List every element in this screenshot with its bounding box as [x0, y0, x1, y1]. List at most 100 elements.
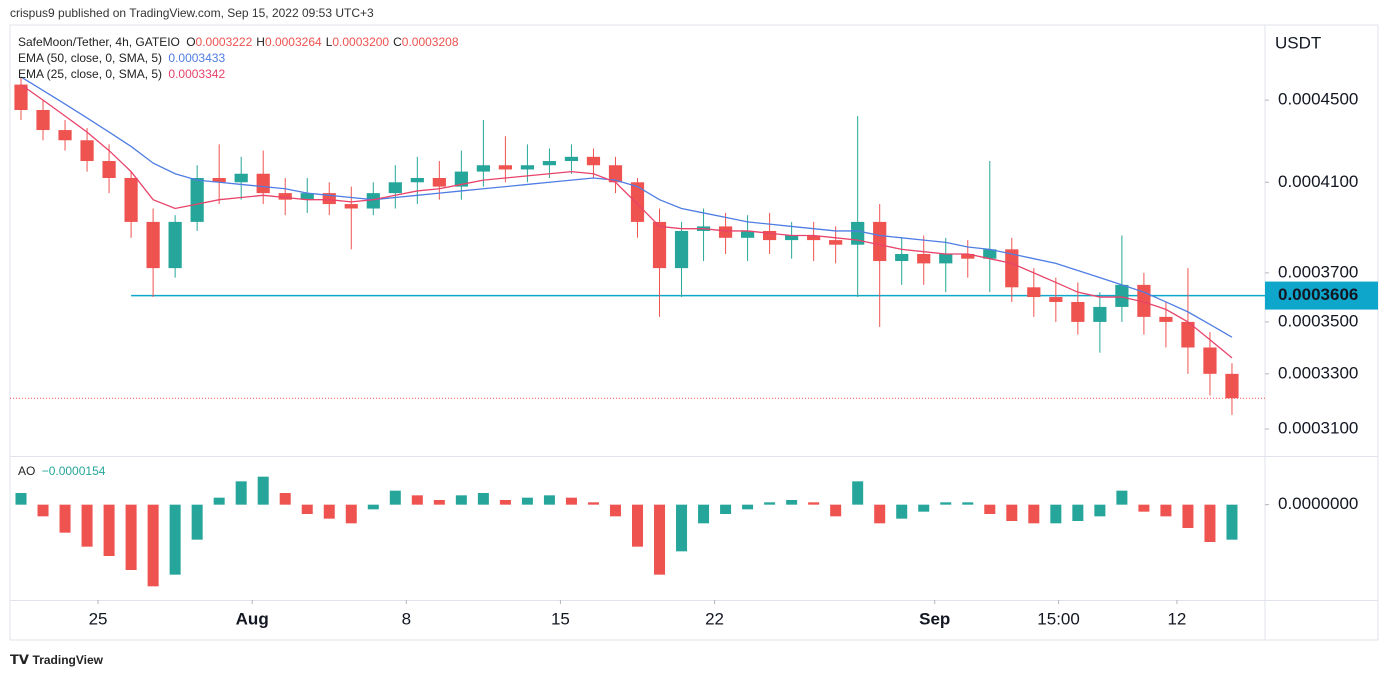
candle-body	[851, 221, 865, 245]
ao-bar	[411, 495, 423, 505]
candle-body	[895, 253, 909, 262]
symbol-legend: SafeMoon/Tether, 4h, GATEIO O0.0003222 H0…	[18, 35, 466, 49]
ao-bar	[279, 493, 291, 505]
ohlc: O0.0003222 H0.0003264 L0.0003200 C0.0003208	[186, 35, 462, 49]
ao-bar	[896, 504, 908, 519]
brand: TradingView	[32, 653, 104, 667]
ao-bar	[1050, 504, 1062, 524]
ao-bar	[764, 502, 776, 505]
ohlc-value: 0.0003264	[264, 35, 322, 49]
ao-bar	[565, 497, 577, 505]
ema25-legend: EMA (25, close, 0, SMA, 5) 0.0003342	[18, 67, 228, 81]
candle-body	[939, 253, 953, 264]
candle-body	[718, 226, 733, 238]
ao-bar	[147, 504, 159, 587]
ao-bar	[125, 504, 137, 570]
candle-body	[300, 193, 314, 200]
candle-body	[1137, 284, 1151, 317]
legend-value: 0.0003433	[168, 51, 226, 65]
legend-name: EMA (50, close, 0, SMA, 5)	[18, 51, 163, 65]
ohlc-label: O	[186, 35, 196, 49]
candle-body	[124, 177, 138, 222]
ao-bar	[1072, 504, 1084, 521]
ohlc-value: 0.0003200	[332, 35, 390, 49]
ao-bar	[874, 504, 886, 524]
ao-bar	[984, 504, 996, 514]
candle-body	[476, 165, 490, 172]
candle-body	[807, 235, 821, 241]
ao-bar	[698, 504, 710, 524]
candle-body	[498, 165, 512, 170]
ao-bar	[81, 504, 93, 547]
legend-value: −0.0000154	[41, 464, 106, 478]
ao-bar	[433, 500, 445, 505]
x-tick-label: 15	[551, 609, 570, 628]
candle-body	[14, 84, 28, 111]
x-tick-label: 15:00	[1037, 609, 1080, 628]
candle-body	[102, 161, 116, 178]
candle-body	[674, 230, 689, 269]
ohlc-value: 0.0003222	[195, 35, 253, 49]
x-tick-label: 22	[705, 609, 724, 628]
candle-body	[234, 173, 248, 183]
candle-body	[586, 156, 601, 166]
ao-bar	[59, 504, 71, 533]
candle-body	[1005, 249, 1019, 288]
ao-bar	[345, 504, 357, 524]
x-tick-label: Aug	[236, 609, 269, 628]
candle-body	[829, 240, 843, 245]
ao-bar	[235, 481, 247, 505]
ao-bar	[1006, 504, 1018, 521]
ao-bar	[455, 495, 467, 505]
ao-bar	[1226, 504, 1238, 540]
candle-body	[652, 221, 667, 269]
symbol: SafeMoon/Tether, 4h, GATEIO	[18, 35, 180, 49]
candle-body	[58, 130, 72, 141]
attribution: crispus9 published on TradingView.com, S…	[10, 6, 374, 20]
legend-name: EMA (25, close, 0, SMA, 5)	[18, 67, 163, 81]
candle-body	[542, 161, 557, 166]
ao-bar	[808, 502, 820, 505]
candle-body	[630, 182, 645, 222]
ao-bar	[676, 504, 688, 552]
ohlc-label: C	[393, 35, 402, 49]
ao-bar	[1116, 490, 1128, 505]
ao-bar	[830, 504, 842, 517]
candle-body	[190, 177, 204, 222]
ao-bar	[1204, 504, 1216, 542]
candle-body	[873, 221, 887, 262]
candle-body	[1225, 373, 1239, 399]
ao-tick-label: 0.0000000	[1278, 494, 1358, 513]
ao-bar	[477, 493, 489, 505]
ao-bar	[169, 504, 181, 575]
ao-bar	[852, 481, 864, 505]
ao-bar	[720, 504, 732, 514]
y-tick-label: 0.0004100	[1278, 172, 1358, 191]
candle-body	[785, 235, 799, 241]
legend-name: AO	[18, 464, 36, 478]
candle-body	[256, 173, 270, 194]
candle-body	[1093, 306, 1107, 322]
ao-bar	[257, 476, 269, 505]
ao-bar	[1094, 504, 1106, 517]
footer-logo: 𝗧𝗩 TradingView	[10, 652, 104, 667]
ao-bar	[1160, 504, 1172, 517]
ema50-legend: EMA (50, close, 0, SMA, 5) 0.0003433	[18, 51, 228, 65]
ao-bar	[918, 504, 930, 512]
ema-line	[20, 76, 1233, 338]
x-tick-label: 25	[89, 609, 108, 628]
candle-body	[740, 230, 755, 238]
candle-body	[80, 140, 94, 162]
y-tick-label: 0.0003500	[1278, 311, 1358, 330]
ohlc-value: 0.0003208	[401, 35, 459, 49]
ohlc-label: L	[325, 35, 333, 49]
candle-body	[983, 249, 997, 259]
candle-body	[278, 193, 292, 200]
ema-line	[20, 84, 1233, 359]
candle-body	[168, 221, 182, 269]
candle-body	[608, 165, 623, 183]
ao-bar	[521, 497, 533, 505]
candle-body	[36, 110, 50, 131]
candle-body	[1203, 347, 1217, 374]
